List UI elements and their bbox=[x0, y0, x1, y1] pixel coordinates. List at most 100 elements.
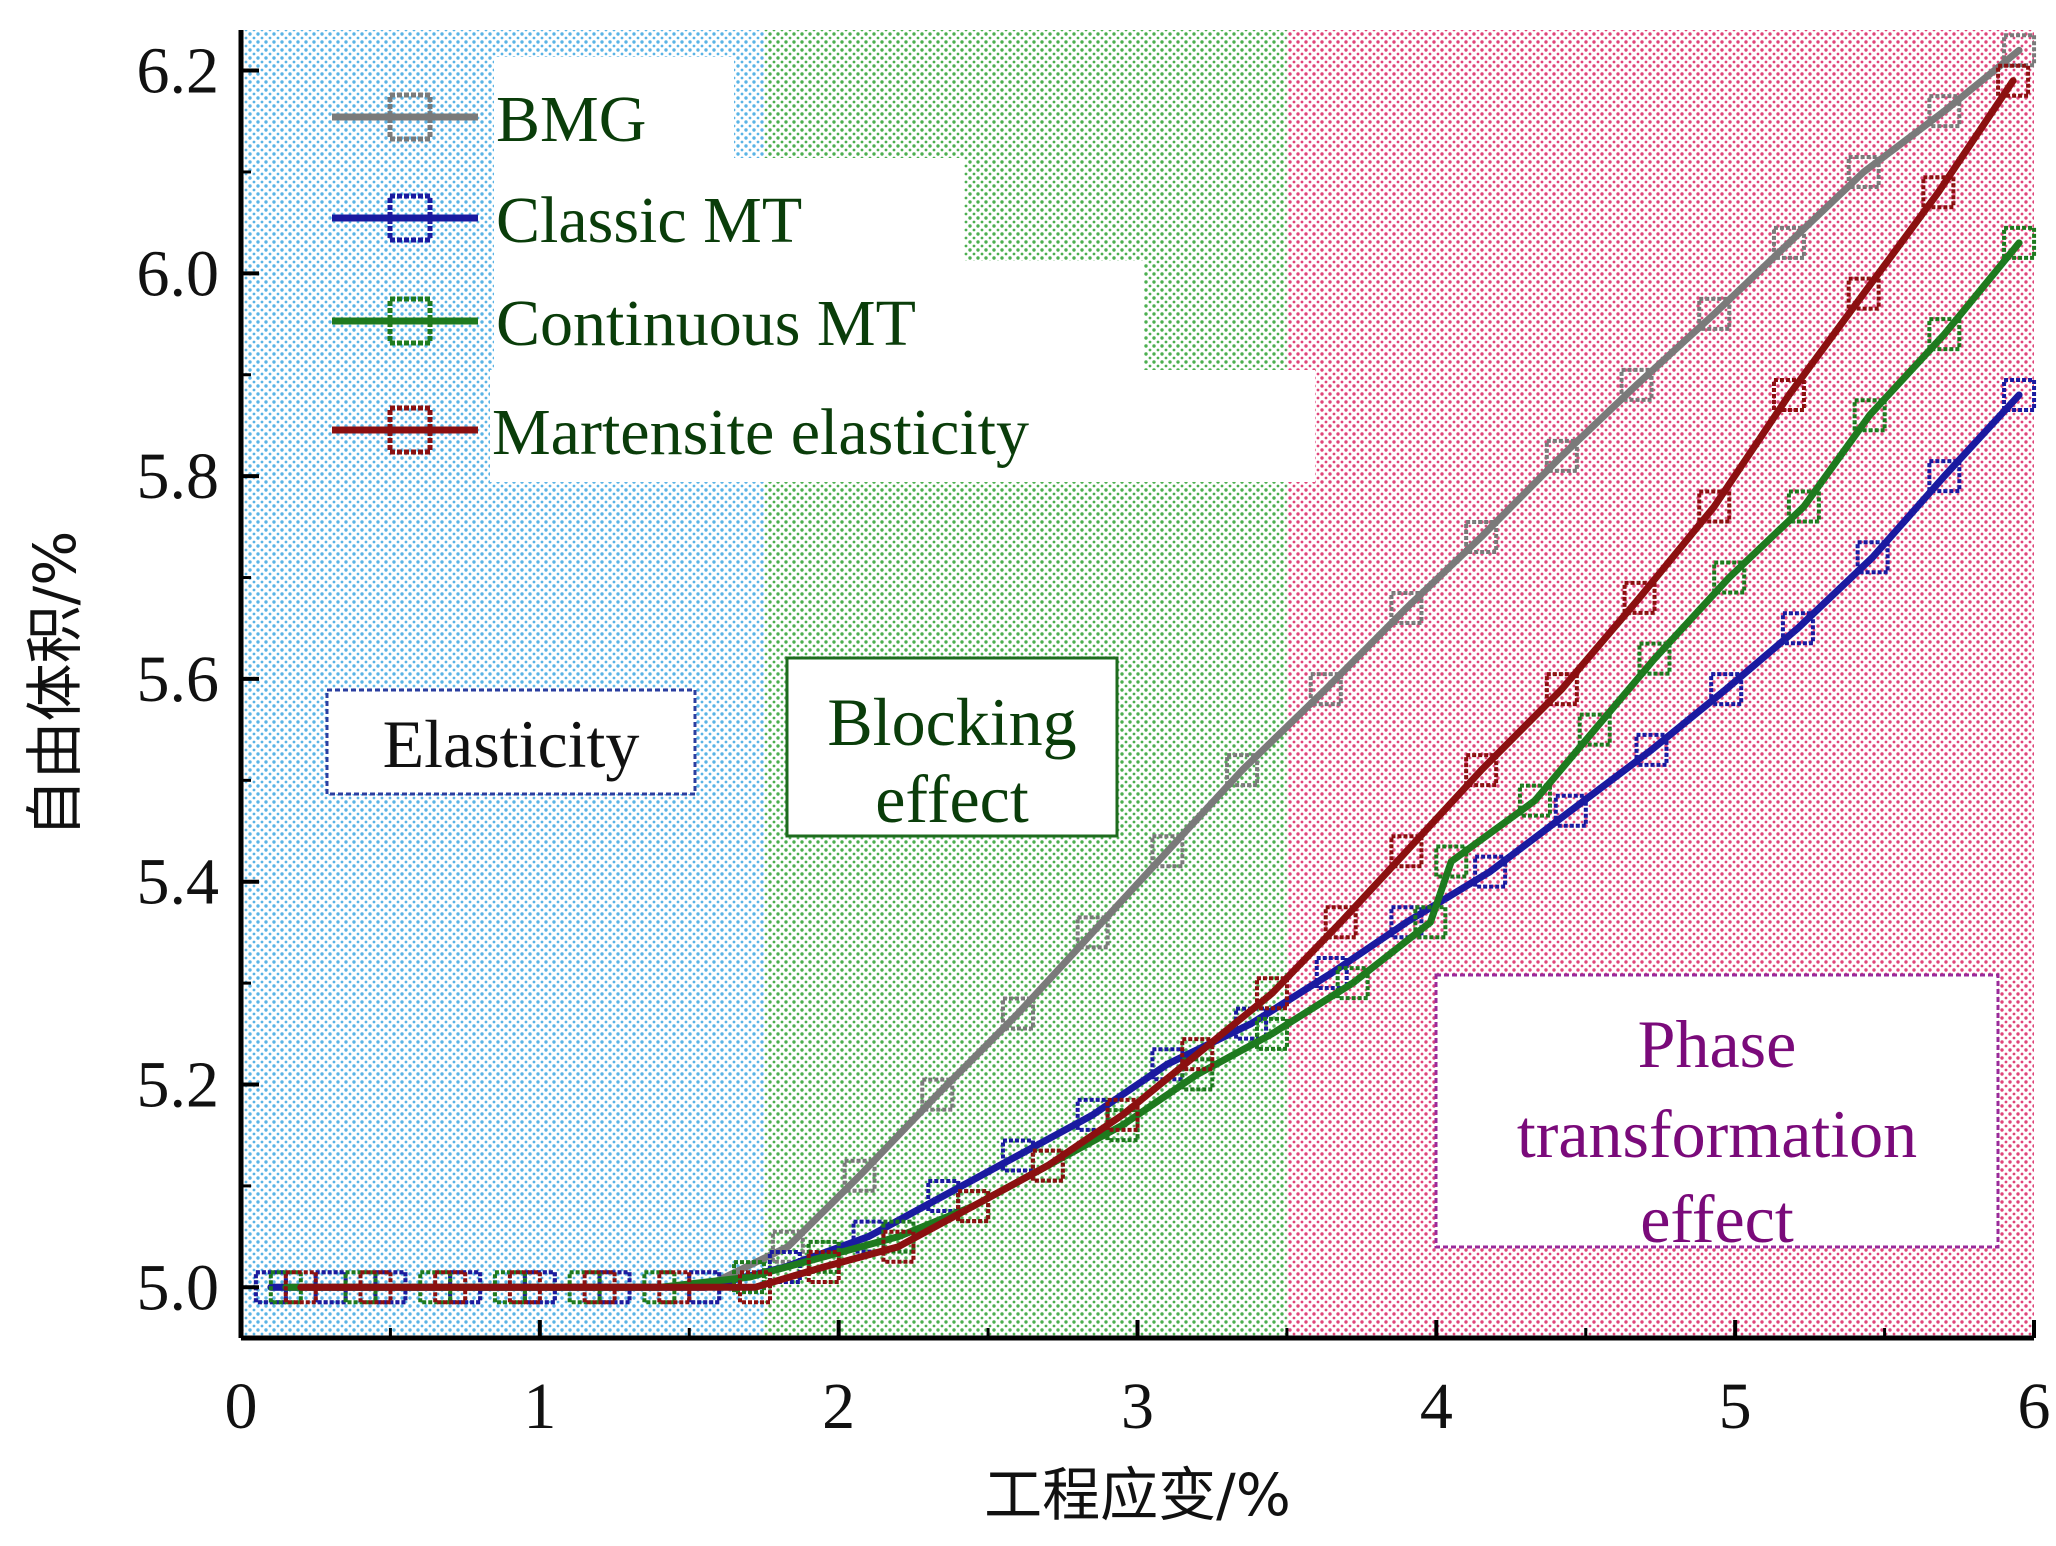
data-point-marker bbox=[1225, 753, 1260, 788]
y-tick-label: 5.2 bbox=[137, 1049, 220, 1122]
y-tick-label: 5.6 bbox=[137, 643, 220, 716]
region-label-box bbox=[325, 688, 697, 796]
data-point-marker bbox=[2002, 225, 2037, 260]
series-line bbox=[297, 77, 2017, 1291]
data-point-marker bbox=[1464, 753, 1499, 788]
y-tick-label: 6.2 bbox=[137, 35, 220, 108]
x-tick-label: 1 bbox=[523, 1370, 556, 1443]
data-point-marker bbox=[770, 1229, 805, 1264]
data-point-marker bbox=[1927, 317, 1962, 352]
legend-label: Martensite elasticity bbox=[492, 396, 1029, 469]
data-point-marker bbox=[1846, 154, 1881, 189]
data-point-marker bbox=[1852, 398, 1887, 433]
data-point-marker bbox=[920, 1077, 955, 1112]
data-point-marker bbox=[1927, 94, 1962, 129]
legend-item-continuous-mt: Continuous MT bbox=[332, 261, 1144, 373]
data-point-marker bbox=[1544, 438, 1579, 473]
data-point-marker bbox=[1413, 905, 1448, 940]
data-point-marker bbox=[1323, 905, 1358, 940]
data-point-marker bbox=[1150, 834, 1185, 869]
x-tick-label: 5 bbox=[1719, 1370, 1752, 1443]
data-point-marker bbox=[1030, 1148, 1065, 1183]
region-label-text: Blocking bbox=[827, 684, 1076, 760]
region-label-elasticity: Elasticity bbox=[325, 688, 697, 796]
data-point-marker bbox=[2002, 378, 2037, 413]
data-point-marker bbox=[1634, 732, 1669, 767]
data-point-marker bbox=[1921, 175, 1956, 210]
data-point-marker bbox=[1709, 672, 1744, 707]
legend-label-background bbox=[494, 261, 1144, 373]
data-point-marker bbox=[1771, 225, 1806, 260]
data-point-marker bbox=[283, 1270, 318, 1305]
y-tick-label: 5.8 bbox=[137, 440, 220, 513]
data-point-marker bbox=[737, 1270, 772, 1305]
legend-label-background bbox=[494, 57, 734, 169]
x-tick-label: 3 bbox=[1121, 1370, 1154, 1443]
data-point-marker bbox=[1697, 489, 1732, 524]
data-point-marker bbox=[1712, 560, 1747, 595]
legend-item-classic-mt: Classic MT bbox=[332, 158, 964, 270]
data-point-marker bbox=[1619, 367, 1654, 402]
x-axis-title: 工程应变/% bbox=[984, 1461, 1291, 1529]
data-point-marker bbox=[1577, 712, 1612, 747]
data-point-marker bbox=[806, 1250, 841, 1285]
data-point-marker bbox=[1254, 1016, 1289, 1051]
legend-label-background bbox=[490, 370, 1315, 482]
data-point-marker bbox=[1254, 976, 1289, 1011]
data-point-marker bbox=[1771, 378, 1806, 413]
legend-label: Continuous MT bbox=[496, 287, 916, 360]
y-tick-label: 5.0 bbox=[137, 1251, 220, 1324]
y-tick-label: 5.4 bbox=[137, 846, 220, 919]
data-point-marker bbox=[1473, 854, 1508, 889]
data-point-marker bbox=[842, 1158, 877, 1193]
data-point-marker bbox=[732, 1260, 767, 1295]
legend-label: BMG bbox=[496, 83, 646, 156]
data-point-marker bbox=[1553, 793, 1588, 828]
region-label-phase-transformation-effect: Phase transformation effect bbox=[1434, 973, 2000, 1257]
data-point-marker bbox=[1180, 1037, 1215, 1072]
data-point-marker bbox=[956, 1189, 991, 1224]
legend: BMG Classic MT Continuous MT Martensite ela… bbox=[332, 57, 1315, 482]
annotation-layer: Elasticity BlockingeffectPhasetransformat… bbox=[325, 656, 2000, 1257]
data-point-marker bbox=[657, 1270, 692, 1305]
data-point-marker bbox=[507, 1270, 542, 1305]
legend-item-bmg: BMG bbox=[332, 57, 734, 169]
x-tick-label: 0 bbox=[225, 1370, 258, 1443]
region-label-text: effect bbox=[1640, 1181, 1794, 1257]
data-point-marker bbox=[1996, 63, 2031, 98]
y-axis-title: 自由体积/% bbox=[21, 531, 89, 838]
data-point-marker bbox=[881, 1229, 916, 1264]
x-tick-label: 6 bbox=[2018, 1370, 2051, 1443]
axes: 0 1 2 3 4 5 6 5.0 5.2 5.4 5.6 5.8 6.0 6.2 工程应变/% 自由体积/% bbox=[21, 30, 2051, 1529]
data-point-marker bbox=[1389, 590, 1424, 625]
y-tick-label: 6.0 bbox=[137, 237, 220, 310]
data-point-marker bbox=[1075, 915, 1110, 950]
legend-item-martensite-elasticity: Martensite elasticity bbox=[332, 370, 1315, 482]
data-point-marker bbox=[1697, 296, 1732, 331]
data-point-marker bbox=[1308, 672, 1343, 707]
data-point-marker bbox=[1622, 580, 1657, 615]
data-point-marker bbox=[1434, 844, 1469, 879]
data-point-marker bbox=[1105, 1097, 1140, 1132]
region-label-text: Elasticity bbox=[383, 706, 640, 782]
series-martensite-elasticity bbox=[283, 63, 2031, 1305]
data-point-marker bbox=[582, 1270, 617, 1305]
data-point-marker bbox=[1389, 834, 1424, 869]
legend-label-background bbox=[494, 158, 964, 270]
data-point-marker bbox=[1000, 996, 1035, 1031]
data-point-marker bbox=[433, 1270, 468, 1305]
region-label-box bbox=[785, 656, 1119, 838]
data-point-marker bbox=[1927, 459, 1962, 494]
data-point-marker bbox=[1544, 672, 1579, 707]
data-point-marker bbox=[1464, 519, 1499, 554]
data-point-marker bbox=[1780, 611, 1815, 646]
region-label-text: Phase bbox=[1638, 1006, 1797, 1082]
data-point-marker bbox=[1855, 540, 1890, 575]
data-point-marker bbox=[358, 1270, 393, 1305]
data-point-marker bbox=[1335, 966, 1370, 1001]
x-tick-label: 2 bbox=[822, 1370, 855, 1443]
data-point-marker bbox=[1846, 276, 1881, 311]
region-label-text: effect bbox=[875, 761, 1029, 837]
